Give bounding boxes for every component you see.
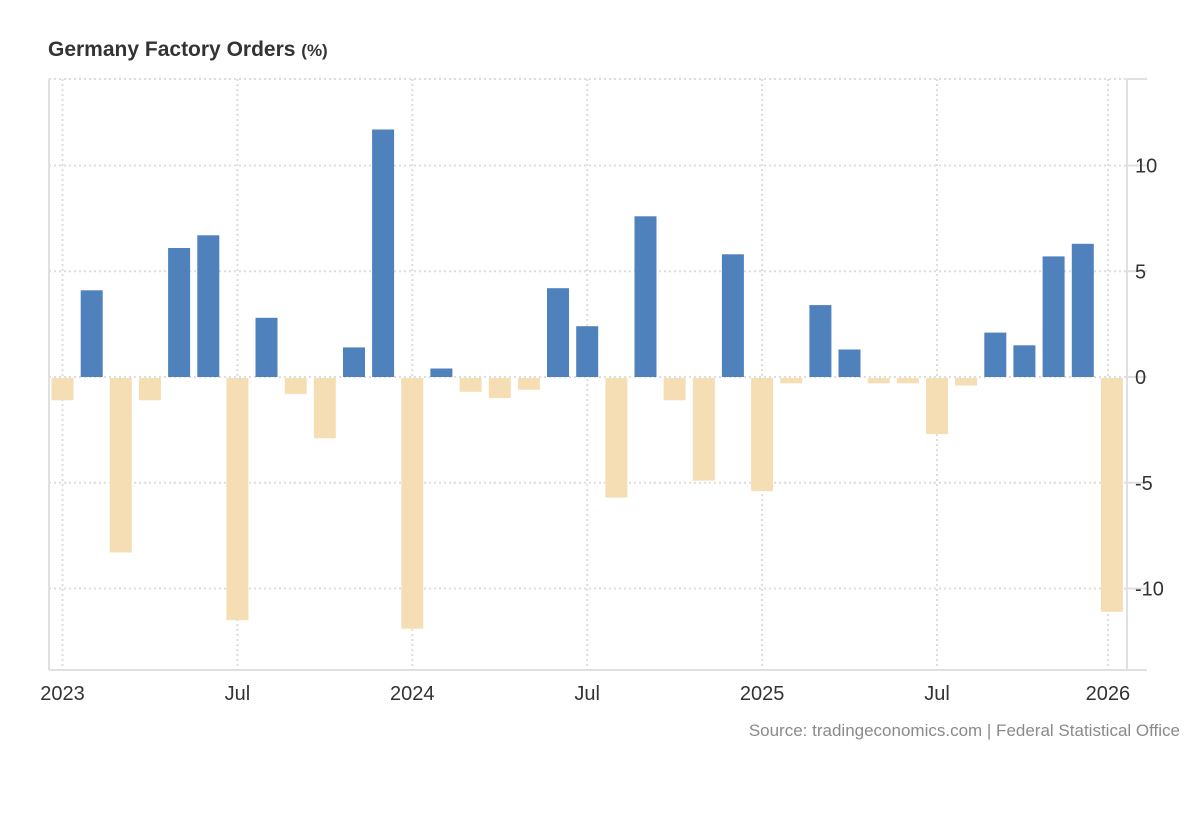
bar-2023-12 [372,129,395,377]
bar-2023-04 [138,378,161,401]
y-tick-label: 10 [1135,156,1157,178]
y-tick-label: 0 [1135,367,1146,389]
y-tick-label: 5 [1135,261,1146,283]
bar-2025-10 [1013,345,1036,377]
bar-2023-02 [80,290,103,377]
x-tick-label: 2025 [740,683,785,705]
bar-2023-05 [168,248,191,377]
y-tick-label: -10 [1135,579,1164,601]
bar-2024-01 [401,378,424,629]
bar-2024-05 [517,378,540,390]
bar-2025-04 [838,349,861,377]
bar-2024-07 [576,326,599,377]
bar-2025-07 [926,378,948,435]
bar-2024-10 [663,378,686,401]
bar-2024-09 [634,216,657,377]
bar-2023-11 [343,347,365,377]
bar-2026-01 [1100,378,1123,612]
bar-2024-02 [430,368,453,377]
chart-title-unit: (%) [301,41,328,60]
x-tick-label: 2023 [40,683,85,705]
bars [51,129,1123,629]
x-tick-label: Jul [924,683,950,705]
axes [48,78,1147,671]
y-axis-labels: 10 5 0 -5 -10 [1135,156,1164,601]
bar-2025-09 [984,332,1007,377]
bar-2025-11 [1042,256,1065,377]
bar-2024-12 [721,254,744,377]
bar-2025-01 [751,378,774,492]
bar-2023-06 [197,235,220,377]
bar-2025-05 [867,378,890,384]
bar-chart: 10 5 0 -5 -10 2023 Jul 2024 Jul 2025 Jul 2026 [40,78,1164,705]
bar-2025-06 [896,378,919,384]
x-tick-label: Jul [225,683,251,705]
bar-2024-08 [605,378,628,498]
x-tick-label: 2024 [390,683,435,705]
bar-2024-04 [488,378,511,399]
bar-2025-02 [780,378,803,384]
bar-2024-11 [692,378,715,481]
bar-2023-01 [51,378,74,401]
x-tick-label: Jul [574,683,600,705]
bar-2025-08 [955,378,978,386]
x-tick-label: 2026 [1086,683,1131,705]
bar-2023-09 [284,378,307,394]
bar-2023-08 [255,317,278,377]
bar-2024-06 [547,288,569,377]
source-note: Source: tradingeconomics.com | Federal S… [748,721,1180,740]
bar-2025-03 [809,305,832,377]
bar-2023-10 [313,378,336,439]
chart-title: Germany Factory Orders (%) [48,38,328,62]
y-tick-label: -5 [1135,473,1153,495]
bar-2024-03 [459,378,482,392]
x-axis-labels: 2023 Jul 2024 Jul 2025 Jul 2026 [40,683,1130,705]
chart-title-text: Germany Factory Orders [48,38,296,61]
bar-2023-03 [109,378,132,553]
bar-2023-07 [226,378,249,621]
bar-2025-12 [1071,243,1094,377]
